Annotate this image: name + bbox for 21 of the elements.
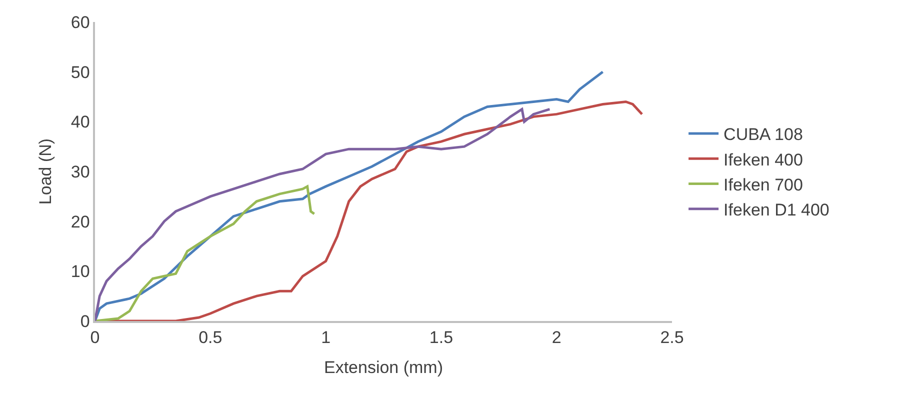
x-tick-label: 1.5 [429, 328, 454, 348]
x-tick-label: 1 [321, 328, 331, 348]
y-tick-label: 20 [70, 212, 90, 232]
legend-label: Ifeken D1 400 [724, 200, 830, 220]
line-series [95, 185, 316, 321]
y-tick-label: 60 [70, 12, 90, 32]
y-tick-label: 0 [80, 312, 90, 331]
line-series [95, 108, 551, 321]
x-tick-label: 0.5 [198, 328, 222, 348]
legend-label: Ifeken 700 [724, 175, 803, 194]
x-tick-label: 2 [552, 328, 562, 348]
y-tick-label: 50 [70, 62, 90, 82]
legend-label: Ifeken 400 [724, 150, 803, 170]
y-axis-title: Load (N) [36, 138, 55, 205]
x-axis-title: Extension (mm) [324, 358, 444, 378]
y-tick-label: 10 [70, 262, 90, 282]
line-series [95, 70, 604, 321]
y-tick-label: 40 [70, 112, 90, 132]
y-tick-label: 30 [70, 162, 90, 182]
x-tick-label: 2.5 [660, 328, 684, 348]
legend-label: CUBA 108 [724, 125, 803, 144]
